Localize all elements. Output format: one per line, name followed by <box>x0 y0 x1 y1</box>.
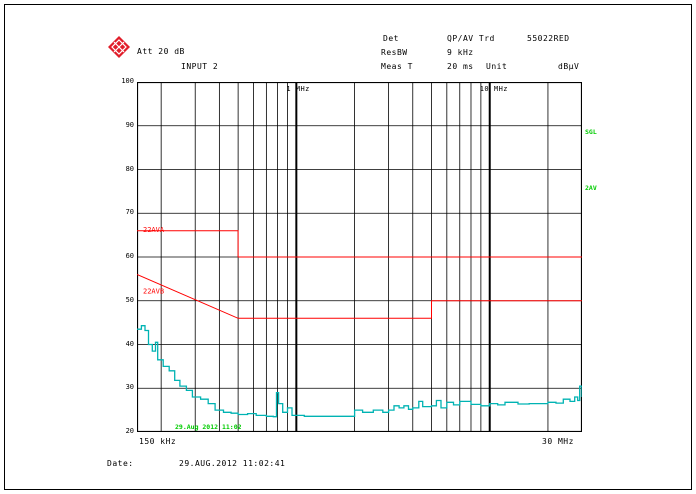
y-tick-label: 100 <box>121 77 134 85</box>
y-tick-label: 30 <box>125 383 134 392</box>
y-tick-label: 20 <box>125 427 134 435</box>
y-tick-label: 40 <box>125 339 134 348</box>
y-tick-label: 60 <box>125 252 134 260</box>
x-decade-label: 1 MHz <box>286 85 310 93</box>
det-value: QP/AV Trd <box>447 34 495 43</box>
y-tick-label: 50 <box>125 295 134 304</box>
right-indicator-label: 2AV <box>585 184 597 192</box>
instrument-id: 55022RED <box>527 34 570 43</box>
meas-time-value: 20 ms <box>447 62 474 71</box>
limit-line <box>137 230 582 258</box>
spectrum-plot-svg: 1 MHz 10 MHz 22AVA 22AVB 29.Aug 2012 11:02 <box>137 82 582 432</box>
limit-line-label: 22AVB <box>143 288 164 296</box>
det-label: Det <box>383 34 399 43</box>
rs-logo-icon <box>108 36 130 58</box>
x-start-label: 150 kHz <box>139 437 177 446</box>
right-indicator-label: SGL <box>585 128 597 136</box>
y-tick-label: 90 <box>125 120 134 129</box>
resbw-label: ResBW <box>381 48 408 57</box>
date-label: Date: <box>107 459 134 468</box>
resbw-value: 9 kHz <box>447 48 474 57</box>
unit-label: Unit <box>486 62 508 71</box>
attenuation-label: Att 20 dB <box>137 47 185 56</box>
unit-value: dBμV <box>558 62 580 71</box>
x-decade-label: 10 MHz <box>480 85 508 93</box>
trace-marker-label: 29.Aug 2012 11:02 <box>175 423 242 431</box>
date-value: 29.AUG.2012 11:02:41 <box>179 459 286 468</box>
spectrum-plot: 1 MHz 10 MHz 22AVA 22AVB 29.Aug 2012 11:02 <box>137 82 582 432</box>
x-stop-label: 30 MHz <box>542 437 574 446</box>
trace-line <box>137 325 582 418</box>
screenshot-frame <box>4 4 692 490</box>
input-label: INPUT 2 <box>181 62 219 71</box>
meas-time-label: Meas T <box>381 62 413 71</box>
y-tick-label: 80 <box>125 164 134 173</box>
limit-line <box>137 274 582 319</box>
limit-line-label: 22AVA <box>143 226 165 234</box>
y-tick-label: 70 <box>125 208 134 217</box>
